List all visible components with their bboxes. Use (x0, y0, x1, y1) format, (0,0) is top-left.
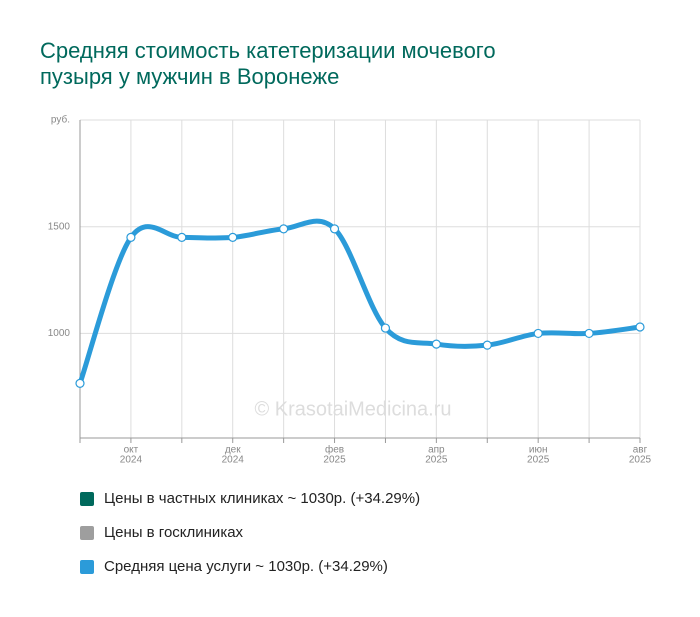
y-tick-label: 1500 (48, 221, 71, 232)
y-tick-label: 1000 (48, 328, 71, 339)
legend-label: Средняя цена услуги ~ 1030р. (+34.29%) (104, 558, 388, 575)
x-tick-label: 2025 (527, 455, 550, 466)
x-tick-label: авг (633, 445, 648, 456)
chart-title: Средняя стоимость катетеризации мочевого… (40, 38, 496, 89)
legend-item[interactable]: Цены в частных клиниках ~ 1030р. (+34.29… (80, 490, 420, 507)
series-line (77, 218, 641, 385)
x-tick-label: фев (325, 444, 344, 456)
x-tick-label: 2025 (323, 455, 346, 466)
legend-item[interactable]: Средняя цена услуги ~ 1030р. (+34.29%) (80, 558, 388, 575)
legend-swatch (80, 491, 94, 506)
data-point (329, 224, 340, 234)
data-point (635, 322, 645, 332)
data-point (177, 232, 187, 242)
data-point (126, 232, 136, 242)
x-tick-label: июн (529, 445, 548, 456)
x-tick-label: 2024 (120, 455, 143, 466)
data-point (380, 323, 391, 333)
legend-swatch (80, 525, 94, 540)
x-tick-label: 2025 (629, 455, 652, 466)
y-tick-label: руб. (51, 114, 70, 126)
legend-label: Цены в госклиниках (104, 524, 244, 541)
x-tick-label: дек (225, 445, 241, 456)
legend-item[interactable]: Цены в госклиниках (80, 524, 243, 541)
data-point (228, 232, 238, 242)
data-point (431, 339, 441, 349)
x-tick-label: 2024 (222, 455, 245, 466)
x-tick-label: окт (124, 445, 139, 456)
legend-swatch (80, 559, 94, 574)
legend-label: Цены в частных клиниках ~ 1030р. (+34.29… (104, 490, 421, 507)
x-tick-label: 2025 (425, 455, 448, 466)
data-point (533, 328, 543, 339)
x-tick-label: апр (428, 445, 445, 456)
data-point (584, 328, 594, 339)
watermark: © KrasotaiMedicina.ru (254, 398, 451, 420)
data-point (482, 340, 492, 350)
data-point (279, 224, 289, 234)
data-point (75, 378, 85, 388)
